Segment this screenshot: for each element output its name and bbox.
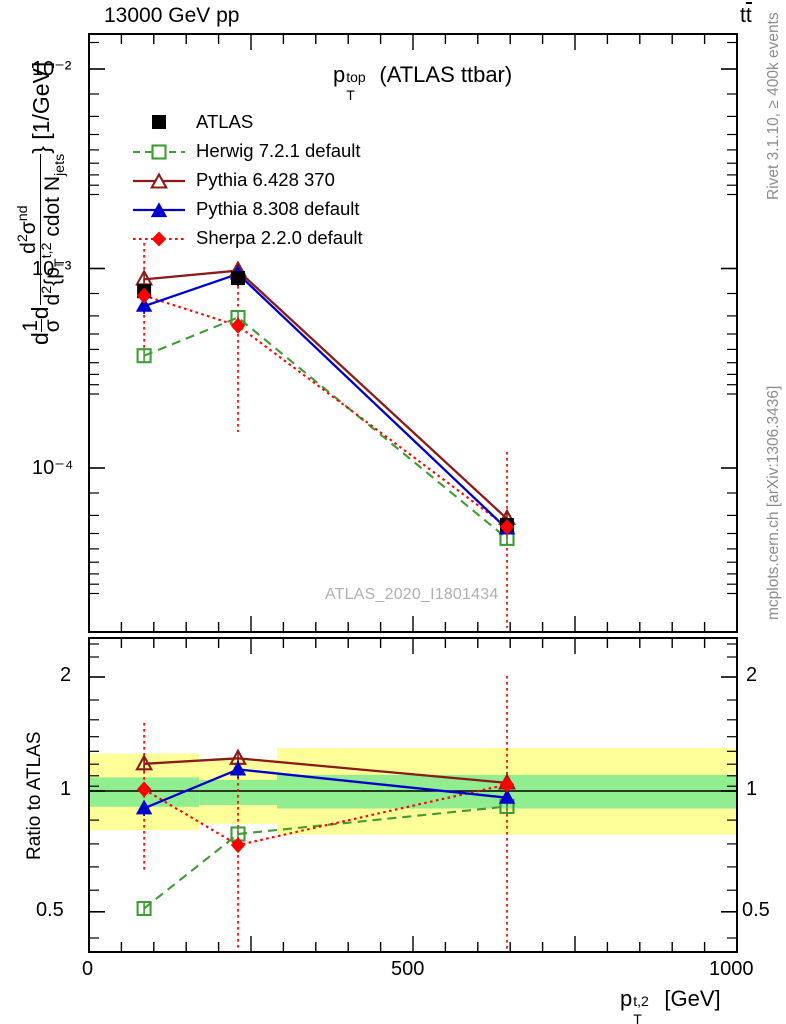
x-axis-label-sup: t,2 (633, 993, 649, 1009)
markers-pythia6 (135, 260, 516, 525)
markers-pythia8 (135, 264, 516, 535)
legend-item-atlas[interactable]: ATLAS (196, 111, 254, 132)
x-tick-label-0: 0 (82, 958, 94, 980)
ratio-tick-label-right-1: 1 (746, 778, 758, 800)
ratio-y-major-ticks (89, 676, 737, 913)
series-line-sherpa (143, 294, 508, 528)
ratio-tick-label-0: 2 (60, 664, 72, 686)
plot-title-sub: T (346, 87, 355, 103)
plot-title-main: p (333, 62, 346, 87)
header-left: 13000 GeV pp (104, 4, 240, 27)
ratio-tick-label-right-0: 2 (746, 664, 758, 686)
ratio-tick-label-2: 0.5 (36, 899, 64, 921)
ratio-tick-label-1: 1 (60, 778, 72, 800)
x-axis-label: p t,2 T [GeV] (620, 986, 721, 1024)
plot-title-suffix: (ATLAS ttbar) (373, 62, 513, 87)
ratio-markers-sherpa (136, 776, 515, 854)
markers-herwig (136, 309, 515, 546)
legend-item-sherpa[interactable]: Sherpa 2.2.0 default (196, 227, 363, 248)
error-bars-pythia8 (143, 266, 508, 536)
main-y-major-ticks (89, 68, 737, 469)
legend-samples (133, 115, 185, 247)
markers-atlas (137, 271, 514, 532)
main-x-ticks (88, 34, 738, 632)
series-line-pythia6 (143, 269, 508, 520)
header-right: tt (740, 2, 752, 27)
x-axis-label-main: p (620, 986, 633, 1011)
main-panel-frame (88, 33, 738, 633)
plot-title-sup: top (346, 69, 366, 85)
legend-item-pythia8[interactable]: Pythia 8.308 default (196, 198, 360, 219)
y-tick-label-1: 10⁻³ (32, 258, 72, 280)
series-line-herwig (143, 316, 508, 540)
error-bars-herwig (143, 311, 508, 545)
x-tick-label-2: 1000 (709, 958, 754, 980)
legend-item-herwig[interactable]: Herwig 7.2.1 default (196, 140, 361, 161)
x-axis-label-units: [GeV] (658, 986, 721, 1011)
markers-sherpa (136, 287, 515, 535)
plot-title: p top T (ATLAS ttbar) (333, 62, 513, 103)
x-tick-label-1: 500 (391, 958, 425, 980)
main-y-minor-ticks (89, 41, 737, 595)
watermark-label: ATLAS_2020_I1801434 (325, 586, 499, 603)
error-bars-sherpa (143, 243, 508, 628)
y-tick-label-0: 10⁻² (32, 58, 72, 80)
ratio-y-minor-ticks (89, 643, 737, 939)
ratio-markers-pythia8 (135, 760, 516, 815)
series-line-pythia8 (143, 272, 508, 530)
x-axis-label-sub: T (633, 1011, 642, 1024)
y-tick-label-2: 10⁻⁴ (32, 457, 74, 479)
ratio-line-herwig (143, 805, 508, 910)
ratio-x-ticks (88, 638, 738, 952)
ratio-tick-label-right-2: 0.5 (742, 899, 770, 921)
legend-item-pythia6[interactable]: Pythia 6.428 370 (196, 169, 335, 190)
